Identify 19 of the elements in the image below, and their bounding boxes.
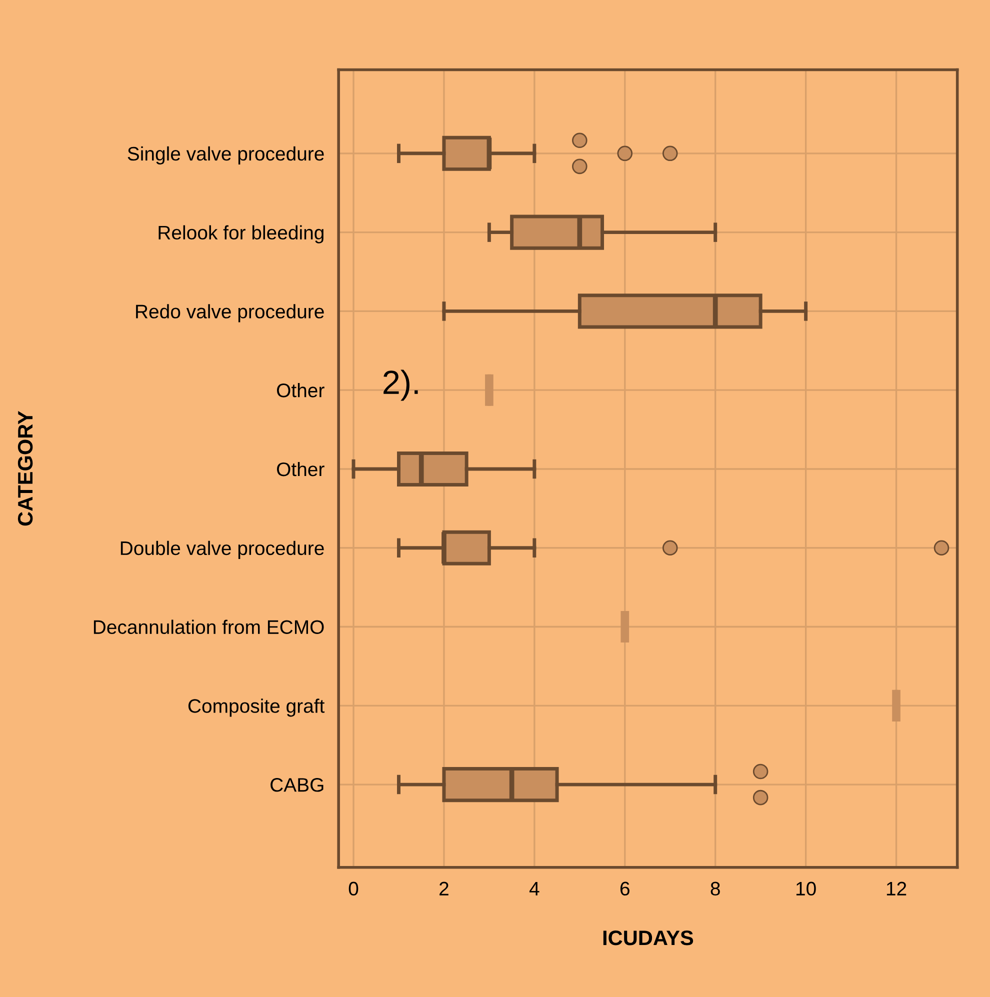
- x-tick-label: 12: [886, 882, 906, 896]
- x-axis-title: ICUDAYS: [603, 930, 694, 946]
- y-tick-label: Other: [276, 462, 324, 476]
- y-tick-label: Composite graft: [188, 698, 325, 717]
- x-tick-label: 10: [796, 882, 816, 896]
- y-tick-label: Other: [276, 383, 324, 398]
- y-tick-label: Double valve procedure: [120, 540, 324, 559]
- y-tick-label: Redo valve procedure: [136, 304, 324, 322]
- x-tick-label: 8: [710, 882, 720, 896]
- y-tick-label: Relook for bleeding: [158, 225, 324, 244]
- y-tick-label: CABG: [270, 778, 324, 792]
- annotation: 2).: [384, 370, 418, 401]
- x-tick-label: 2: [440, 882, 448, 896]
- x-tick-label: 4: [529, 882, 540, 896]
- y-axis-title: CATEGORY: [18, 411, 33, 526]
- y-tick-label: Decannulation from ECMO: [94, 620, 324, 634]
- y-tick-label: Single valve procedure: [128, 146, 324, 164]
- x-tick-label: 6: [620, 882, 630, 896]
- x-tick-label: 0: [348, 882, 358, 896]
